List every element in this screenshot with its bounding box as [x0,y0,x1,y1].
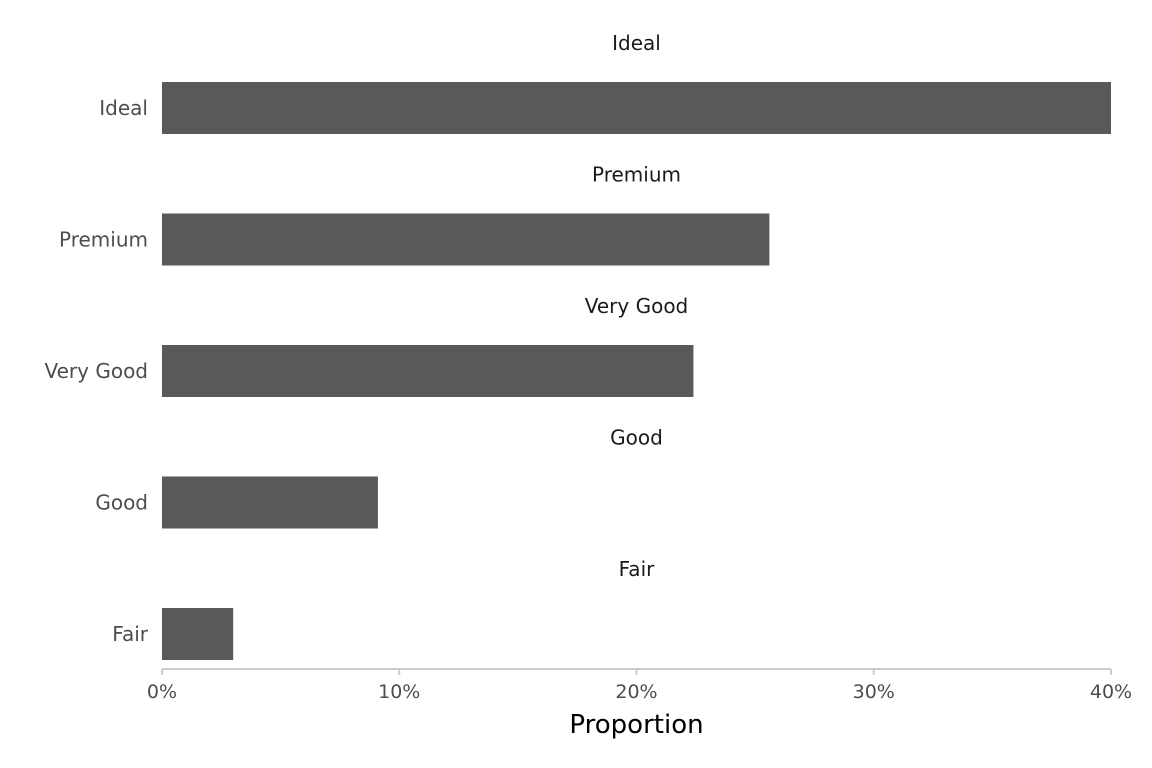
facet-title-good: Good [610,426,663,450]
y-tick-label-fair: Fair [112,622,148,646]
x-tick-label: 10% [378,681,420,703]
x-tick-label: 0% [147,681,177,703]
y-tick-label-good: Good [95,491,148,515]
facet-title-premium: Premium [592,163,681,187]
facet-title-fair: Fair [619,557,655,581]
bar-very-good [162,345,694,397]
facet-title-ideal: Ideal [612,31,661,55]
x-axis-title: Proportion [569,710,703,740]
bar-good [162,476,378,529]
y-tick-label-premium: Premium [59,228,148,252]
bar-ideal [162,82,1111,134]
x-tick-label: 20% [615,681,657,703]
x-tick-label: 30% [853,681,895,703]
bar-fair [162,608,234,660]
y-tick-label-ideal: Ideal [99,96,148,120]
bar-premium [162,213,770,266]
x-tick-label: 40% [1090,681,1132,703]
facet-title-very-good: Very Good [585,294,689,318]
y-tick-label-very-good: Very Good [44,359,148,383]
